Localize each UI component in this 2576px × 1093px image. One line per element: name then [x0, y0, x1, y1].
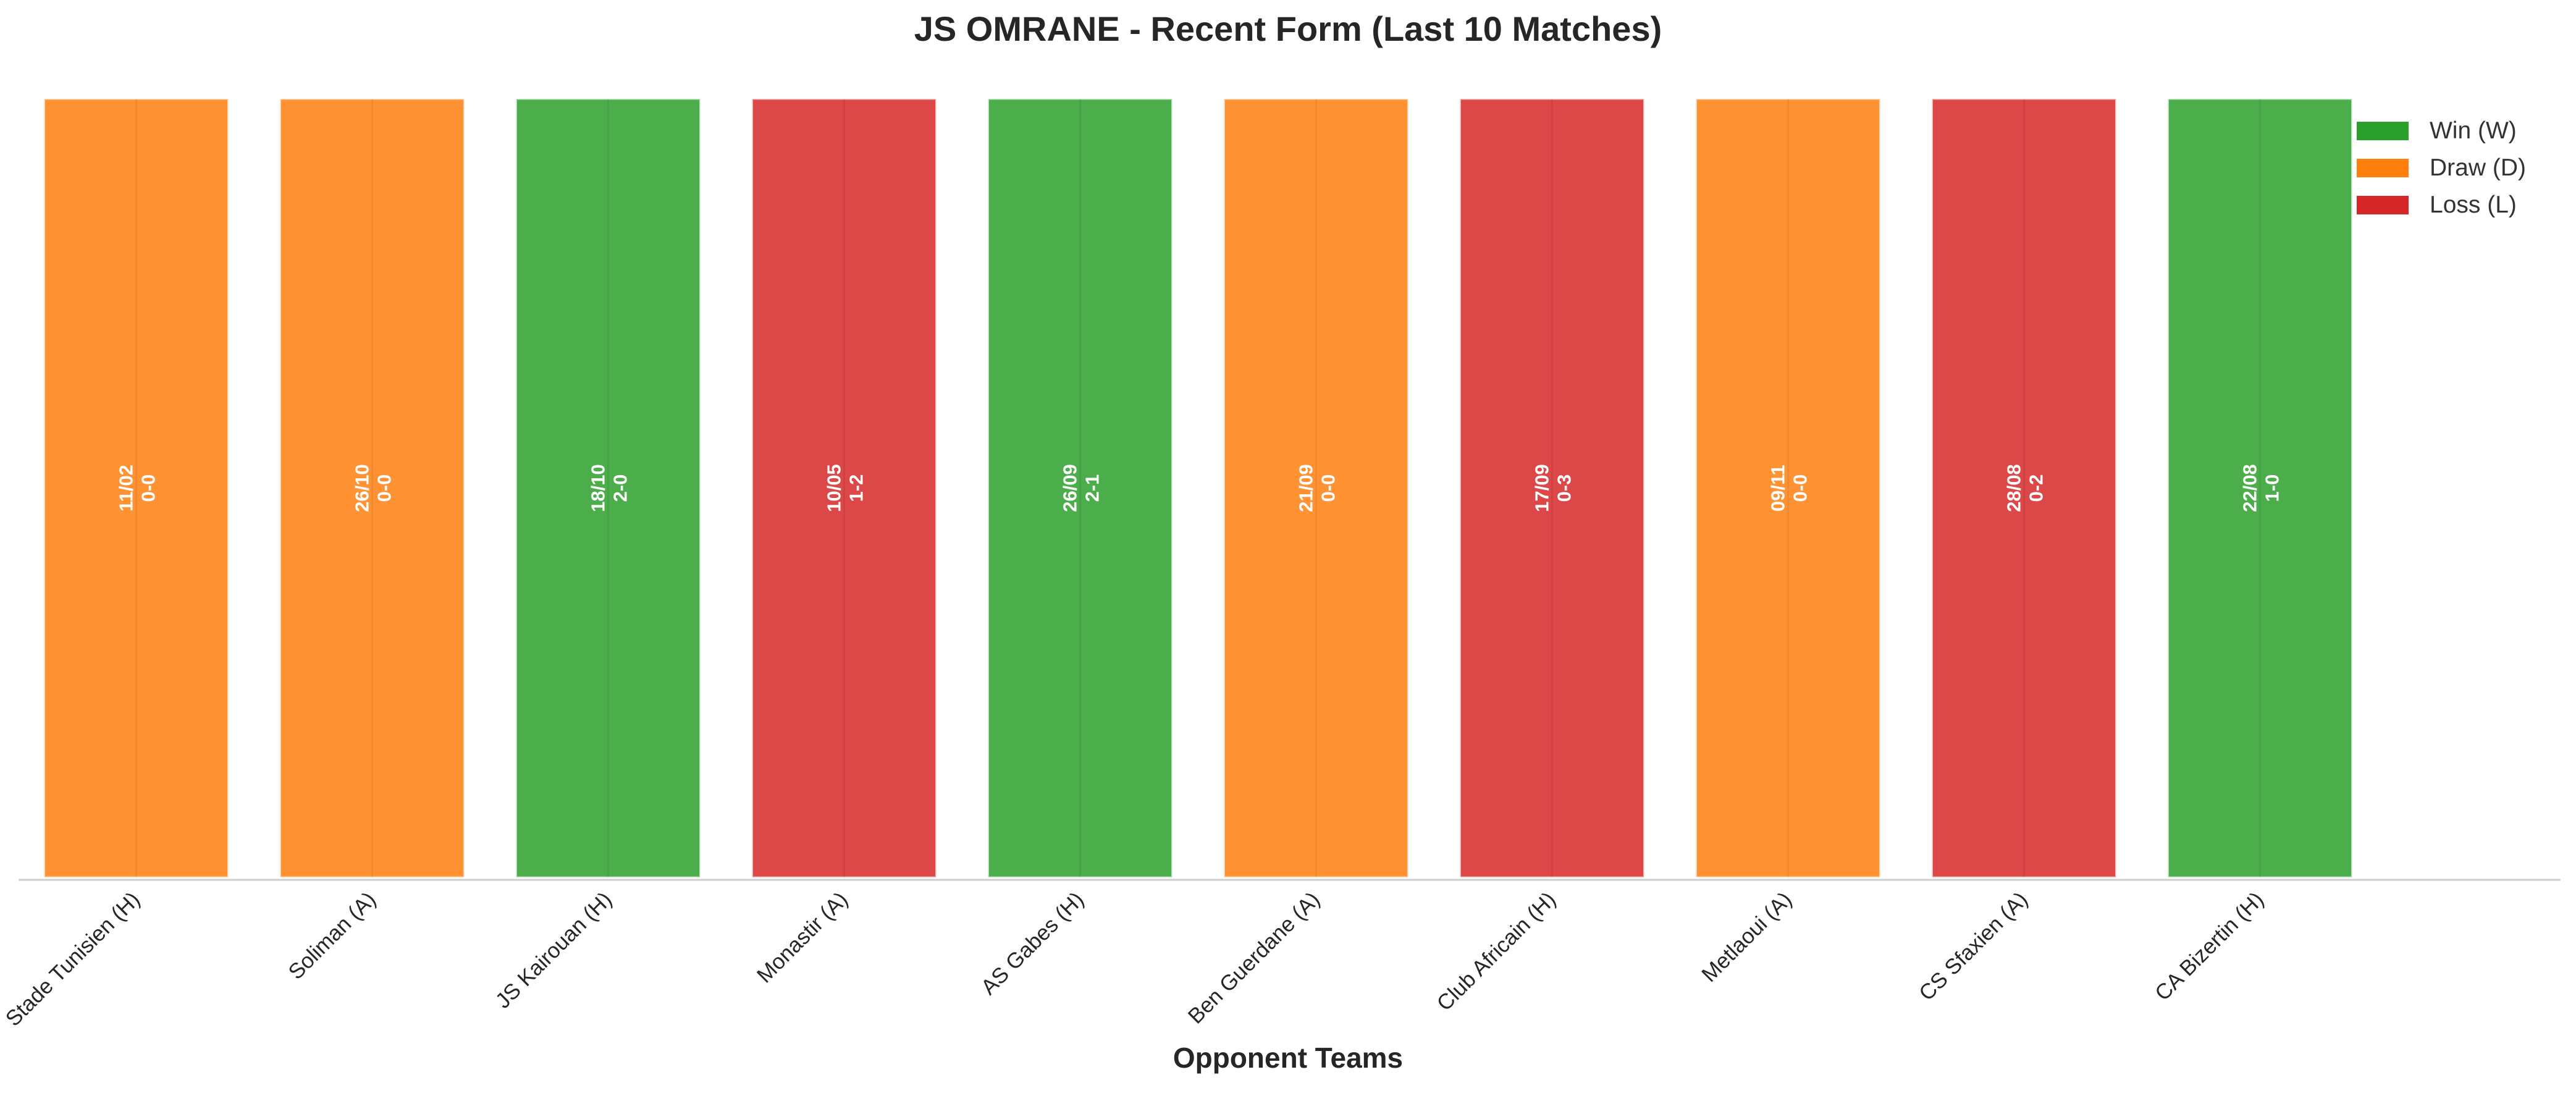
bar-stade-tunisien-h — [43, 98, 229, 879]
bar-soliman-a — [279, 98, 465, 879]
match-score: 0-0 — [374, 475, 395, 502]
bar-data-label: 18/102-0 — [587, 464, 631, 512]
bar-data-label: 22/081-0 — [2239, 464, 2283, 512]
bar-metlaoui-a — [1695, 98, 1881, 879]
x-tick-label-club-africain-h: Club Africain (H) — [1432, 887, 1560, 1016]
match-date: 10/05 — [823, 464, 845, 512]
legend-swatch-win — [2357, 122, 2409, 140]
match-date: 22/08 — [2239, 464, 2261, 512]
bar-data-label: 28/080-2 — [2003, 464, 2047, 512]
match-date: 26/09 — [1059, 464, 1081, 512]
bar-data-label: 10/051-2 — [823, 464, 867, 512]
x-tick-labels: Stade Tunisien (H) Soliman (A) JS Kairouan… — [1, 887, 2269, 1031]
x-tick-label-cs-sfaxien-a: CS Sfaxien (A) — [1914, 887, 2032, 1005]
x-tick-label-js-kairouan-h: JS Kairouan (H) — [491, 887, 617, 1013]
legend-label-loss: Loss (L) — [2430, 192, 2517, 218]
match-score: 0-2 — [2026, 475, 2047, 502]
bar-data-label: 17/090-3 — [1531, 464, 1575, 512]
match-score: 2-1 — [1082, 475, 1103, 502]
match-date: 28/08 — [2003, 464, 2025, 512]
match-date: 18/10 — [587, 464, 609, 512]
legend-item-win: Win (W) — [2357, 112, 2526, 150]
match-score: 0-3 — [1554, 475, 1575, 502]
match-score: 1-2 — [846, 475, 867, 502]
bar-ben-guerdane-a — [1223, 98, 1409, 879]
match-date: 17/09 — [1531, 464, 1553, 512]
legend-swatch-loss — [2357, 196, 2409, 214]
legend-swatch-draw — [2357, 159, 2409, 177]
x-axis-label: Opponent Teams — [1172, 1042, 1404, 1074]
x-tick-label-as-gabes-h: AS Gabes (H) — [977, 887, 1089, 1000]
bar-data-label: 11/020-0 — [116, 465, 159, 512]
chart-title: JS OMRANE - Recent Form (Last 10 Matches… — [914, 9, 1662, 48]
legend-label-win: Win (W) — [2430, 117, 2517, 144]
match-date: 26/10 — [351, 464, 373, 512]
bar-data-label: 09/110-0 — [1767, 465, 1811, 512]
bars-group: 11/020-0 26/100-0 18/102-0 10/051-2 26/092-1… — [43, 98, 2353, 879]
match-score: 0-0 — [1318, 475, 1339, 502]
match-date: 11/02 — [116, 465, 137, 512]
match-score: 2-0 — [610, 475, 631, 502]
match-score: 1-0 — [2262, 475, 2283, 502]
x-tick-label-metlaoui-a: Metlaoui (A) — [1697, 887, 1796, 987]
bar-as-gabes-h — [987, 98, 1173, 879]
x-tick-label-ca-bizertin-h: CA Bizertin (H) — [2150, 887, 2268, 1005]
bar-cs-sfaxien-a — [1931, 98, 2117, 879]
x-tick-label-ben-guerdane-a: Ben Guerdane (A) — [1184, 887, 1324, 1028]
legend-label-draw: Draw (D) — [2430, 154, 2526, 181]
bar-data-label: 26/100-0 — [351, 464, 395, 512]
bar-monastir-a — [751, 98, 937, 879]
match-date: 09/11 — [1767, 465, 1789, 512]
x-tick-label-monastir-a: Monastir (A) — [752, 887, 852, 987]
x-tick-label-stade-tunisien-h: Stade Tunisien (H) — [1, 887, 145, 1031]
legend: Win (W) Draw (D) Loss (L) — [2357, 112, 2526, 224]
bar-js-kairouan-h — [515, 98, 701, 879]
legend-item-draw: Draw (D) — [2357, 150, 2526, 187]
match-score: 0-0 — [1790, 475, 1811, 502]
x-tick-label-soliman-a: Soliman (A) — [284, 887, 381, 984]
match-date: 21/09 — [1295, 464, 1317, 512]
match-score: 0-0 — [138, 475, 159, 502]
legend-item-loss: Loss (L) — [2357, 187, 2526, 224]
bar-club-africain-h — [1459, 98, 1645, 879]
bar-ca-bizertin-h — [2167, 98, 2353, 879]
bar-data-label: 26/092-1 — [1059, 464, 1103, 512]
bar-data-label: 21/090-0 — [1295, 464, 1339, 512]
